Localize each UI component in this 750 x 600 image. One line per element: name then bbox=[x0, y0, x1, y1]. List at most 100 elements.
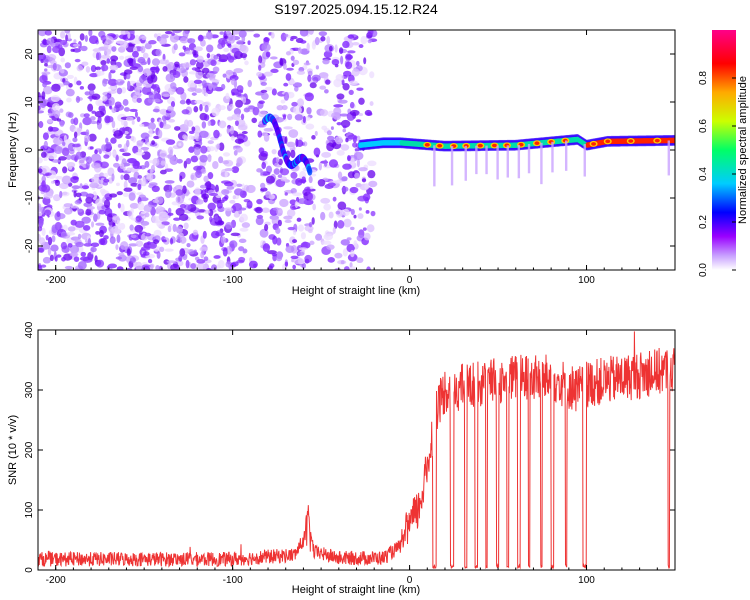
colorbar-tick-label: 0.8 bbox=[698, 71, 709, 85]
heatmap-noise-blob bbox=[71, 185, 81, 190]
heatmap-noise-blob bbox=[100, 60, 107, 66]
heatmap-noise-blob bbox=[113, 129, 124, 139]
heatmap-noise-blob bbox=[258, 100, 265, 104]
heatmap-noise-blob bbox=[246, 184, 256, 194]
heatmap-noise-blob bbox=[149, 264, 154, 270]
heatmap-noise-blob bbox=[189, 59, 196, 66]
heatmap-noise-blob bbox=[120, 241, 129, 250]
heatmap-noise-blob bbox=[42, 256, 51, 264]
heatmap-noise-blob bbox=[67, 32, 71, 40]
heatmap-y-tick-label: -20 bbox=[24, 238, 35, 253]
heatmap-noise-blob bbox=[232, 195, 236, 200]
heatmap-noise-blob bbox=[91, 221, 95, 228]
heatmap-noise-blob bbox=[79, 86, 85, 90]
heatmap-noise-blob bbox=[173, 217, 181, 221]
heatmap-noise-blob bbox=[337, 171, 343, 180]
heatmap-noise-blob bbox=[252, 106, 260, 116]
heatmap-noise-blob bbox=[64, 62, 71, 69]
heatmap-noise-blob bbox=[343, 70, 352, 77]
heatmap-noise-blob bbox=[319, 85, 327, 90]
heatmap-noise-blob bbox=[178, 142, 182, 147]
heatmap-noise-blob bbox=[66, 38, 72, 42]
heatmap-noise-blob bbox=[126, 210, 133, 217]
heatmap-y-tick-label: 10 bbox=[24, 96, 35, 108]
heatmap-noise-blob bbox=[110, 59, 117, 66]
heatmap-noise-blob bbox=[261, 207, 270, 213]
heatmap-noise-blob bbox=[355, 119, 362, 123]
heatmap-noise-blob bbox=[66, 74, 74, 79]
heatmap-noise-blob bbox=[172, 70, 181, 79]
heatmap-noise-blob bbox=[193, 106, 199, 113]
heatmap-noise-blob bbox=[117, 155, 124, 161]
heatmap-x-tick-label: 0 bbox=[407, 275, 413, 286]
heatmap-noise-blob bbox=[129, 202, 139, 209]
heatmap-noise-blob bbox=[73, 256, 80, 262]
heatmap-noise-blob bbox=[179, 203, 187, 209]
heatmap-noise-blob bbox=[222, 73, 227, 78]
heatmap-noise-blob bbox=[105, 137, 109, 144]
heatmap-noise-blob bbox=[204, 114, 210, 121]
heatmap-noise-blob bbox=[195, 199, 204, 205]
heatmap-noise-blob bbox=[206, 31, 213, 40]
heatmap-noise-blob bbox=[356, 257, 364, 264]
heatmap-noise-blob bbox=[90, 246, 97, 253]
heatmap-noise-blob bbox=[167, 225, 172, 233]
heatmap-noise-blob bbox=[292, 82, 303, 88]
heatmap-noise-blob bbox=[107, 263, 118, 269]
heatmap-noise-blob bbox=[109, 105, 113, 110]
heatmap-noise-blob bbox=[115, 154, 119, 162]
heatmap-noise-blob bbox=[358, 112, 364, 117]
heatmap-noise-blob bbox=[183, 222, 189, 230]
heatmap-noise-blob bbox=[199, 184, 207, 189]
heatmap-noise-blob bbox=[326, 244, 335, 250]
heatmap-noise-blob bbox=[140, 234, 145, 241]
heatmap-noise-blob bbox=[231, 47, 240, 54]
heatmap-noise-blob bbox=[60, 31, 66, 39]
heatmap-noise-blob bbox=[257, 130, 263, 138]
heatmap-noise-blob bbox=[59, 108, 64, 113]
heatmap-noise-blob bbox=[326, 130, 332, 136]
heatmap-noise-blob bbox=[230, 135, 235, 141]
heatmap-noise-blob bbox=[170, 263, 180, 270]
heatmap-noise-blob bbox=[238, 207, 247, 211]
heatmap-noise-blob bbox=[182, 30, 189, 39]
heatmap-noise-blob bbox=[229, 103, 234, 110]
heatmap-noise-blob bbox=[288, 129, 299, 138]
heatmap-noise-blob bbox=[68, 112, 74, 118]
heatmap-noise-blob bbox=[237, 124, 248, 131]
heatmap-noise-blob bbox=[349, 101, 355, 109]
heatmap-noise-blob bbox=[108, 86, 117, 90]
heatmap-noise-blob bbox=[333, 104, 344, 108]
heatmap-noise-blob bbox=[191, 67, 198, 71]
heatmap-noise-blob bbox=[96, 69, 102, 77]
heatmap-noise-blob bbox=[225, 53, 231, 58]
heatmap-noise-blob bbox=[326, 142, 335, 152]
heatmap-noise-blob bbox=[81, 185, 90, 190]
heatmap-noise-blob bbox=[328, 45, 333, 52]
heatmap-noise-blob bbox=[39, 99, 47, 108]
heatmap-noise-blob bbox=[78, 158, 85, 166]
heatmap-noise-blob bbox=[56, 211, 61, 218]
heatmap-noise-blob bbox=[283, 126, 293, 130]
heatmap-noise-blob bbox=[314, 130, 318, 137]
heatmap-noise-blob bbox=[343, 218, 352, 228]
heatmap-noise-blob bbox=[237, 93, 242, 97]
heatmap-noise-blob bbox=[306, 187, 310, 195]
heatmap-noise-blob bbox=[144, 232, 152, 237]
heatmap-noise-blob bbox=[223, 207, 234, 212]
heatmap-noise-blob bbox=[104, 48, 112, 56]
heatmap-noise-blob bbox=[341, 186, 349, 192]
heatmap-noise-blob bbox=[201, 121, 207, 129]
heatmap-noise-blob bbox=[201, 87, 207, 95]
heatmap-noise-blob bbox=[160, 152, 167, 157]
heatmap-noise-blob bbox=[253, 33, 261, 38]
heatmap-noise-blob bbox=[356, 87, 364, 91]
heatmap-noise-blob bbox=[286, 141, 296, 148]
heatmap-noise-blob bbox=[353, 240, 358, 248]
heatmap-noise-blob bbox=[308, 176, 313, 184]
heatmap-noise-blob bbox=[232, 30, 240, 35]
heatmap-noise-blob bbox=[204, 209, 211, 214]
heatmap-noise-blob bbox=[144, 212, 150, 218]
heatmap-noise-blob bbox=[235, 99, 243, 108]
heatmap-noise-blob bbox=[88, 133, 97, 142]
